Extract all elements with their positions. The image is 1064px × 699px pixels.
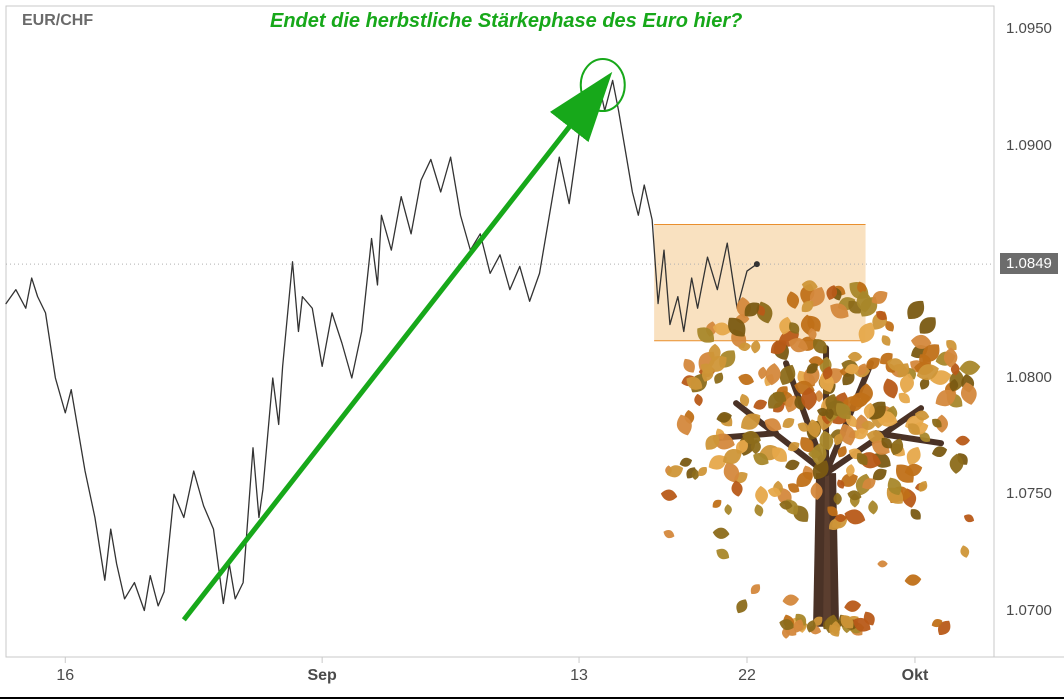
y-tick-label: 1.0700 [1006,602,1052,619]
chart-svg [0,0,1064,699]
y-tick-label: 1.0750 [1006,485,1052,502]
x-tick-label: 13 [570,667,588,685]
pair-label: EUR/CHF [22,12,93,30]
x-tick-label: Sep [307,667,336,685]
y-tick-label: 1.0950 [1006,20,1052,37]
y-tick-label: 1.0800 [1006,369,1052,386]
current-price-badge: 1.0849 [1000,253,1058,274]
x-tick-label: 22 [738,667,756,685]
headline-annotation: Endet die herbstliche Stärkephase des Eu… [270,10,742,33]
chart-container: EUR/CHF Endet die herbstliche Stärkephas… [0,0,1064,699]
y-tick-label: 1.0900 [1006,137,1052,154]
x-tick-label: Okt [902,667,929,685]
x-tick-label: 16 [56,667,74,685]
